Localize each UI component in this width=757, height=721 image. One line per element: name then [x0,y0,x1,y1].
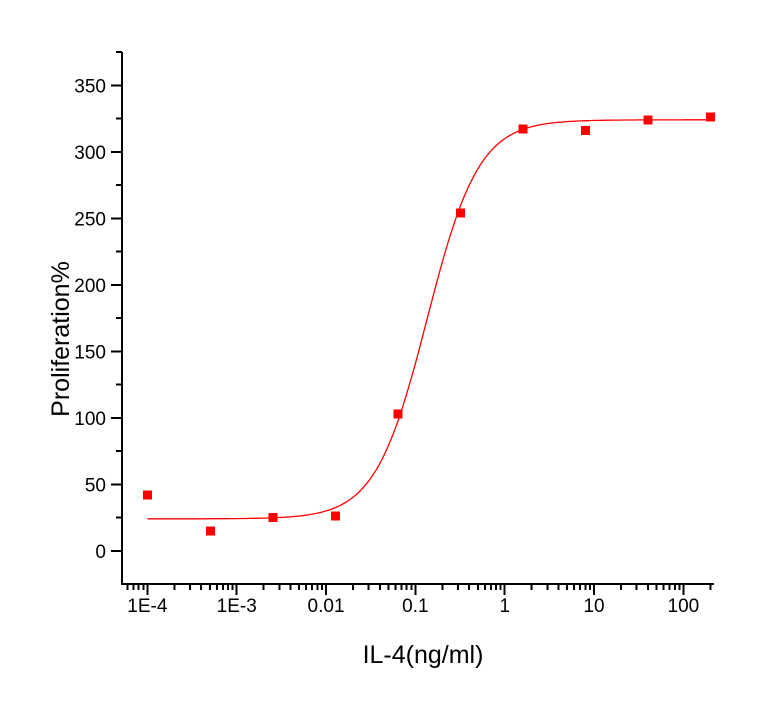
data-point [268,513,278,522]
data-point [456,208,465,218]
x-tick-label: 1E-3 [217,596,257,617]
data-point [580,126,590,135]
y-tick-label: 200 [74,276,106,297]
x-tick-label: 100 [668,596,700,617]
x-tick-label: 0.1 [402,596,428,617]
data-point [142,490,152,500]
x-tick-label: 10 [583,596,604,617]
y-tick-label: 150 [74,342,106,363]
x-tick-label: 1 [499,596,510,617]
y-tick-label: 350 [74,76,106,97]
data-point [331,511,341,521]
y-tick-label: 50 [85,475,106,496]
y-tick-label: 300 [74,143,106,164]
x-tick-label: 0.01 [308,596,345,617]
data-point [206,526,216,536]
data-point [643,115,653,125]
fit-curve [147,119,711,520]
x-tick-label: 1E-4 [127,596,168,617]
y-axis-title: Proliferation% [47,261,75,417]
data-point [518,124,528,134]
data-point [705,112,715,122]
y-tick-label: 100 [74,409,106,430]
y-tick-label: 0 [95,542,106,563]
x-axis-title: IL-4(ng/ml) [363,641,484,669]
y-tick-label: 250 [74,209,106,230]
data-point [393,409,403,419]
